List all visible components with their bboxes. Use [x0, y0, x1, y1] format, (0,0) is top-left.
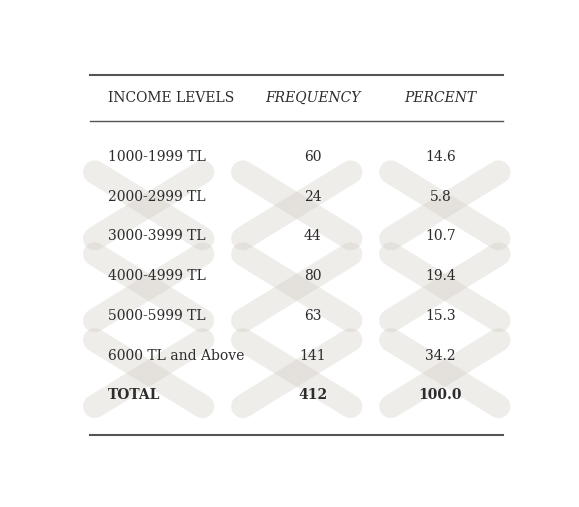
Text: 10.7: 10.7	[425, 229, 456, 243]
Text: 63: 63	[304, 309, 321, 323]
Text: 80: 80	[304, 269, 321, 283]
Text: 5.8: 5.8	[430, 190, 451, 204]
Text: 19.4: 19.4	[425, 269, 456, 283]
Text: 3000-3999 TL: 3000-3999 TL	[108, 229, 206, 243]
Text: FREQUENCY: FREQUENCY	[265, 91, 360, 105]
Text: TOTAL: TOTAL	[108, 388, 160, 403]
Text: 44: 44	[303, 229, 321, 243]
Text: 15.3: 15.3	[425, 309, 456, 323]
Text: 24: 24	[303, 190, 321, 204]
Text: 14.6: 14.6	[425, 150, 456, 164]
Text: 60: 60	[304, 150, 321, 164]
Text: 1000-1999 TL: 1000-1999 TL	[108, 150, 206, 164]
Text: PERCENT: PERCENT	[404, 91, 477, 105]
Text: 34.2: 34.2	[425, 349, 456, 363]
Text: 2000-2999 TL: 2000-2999 TL	[108, 190, 206, 204]
Text: 5000-5999 TL: 5000-5999 TL	[108, 309, 206, 323]
Text: 6000 TL and Above: 6000 TL and Above	[108, 349, 245, 363]
Text: 4000-4999 TL: 4000-4999 TL	[108, 269, 206, 283]
Text: INCOME LEVELS: INCOME LEVELS	[108, 91, 234, 105]
Text: 412: 412	[298, 388, 327, 403]
Text: 141: 141	[299, 349, 326, 363]
Text: 100.0: 100.0	[419, 388, 462, 403]
